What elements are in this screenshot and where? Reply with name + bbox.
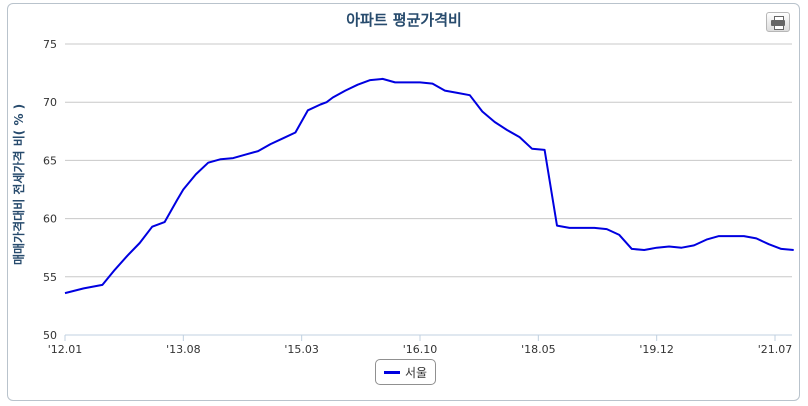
grid-lines <box>65 43 792 336</box>
legend[interactable]: 서울 <box>375 359 436 385</box>
chart-title: 아파트 평균가격비 <box>346 11 462 29</box>
printer-icon[interactable] <box>766 12 790 32</box>
series-layer <box>64 77 794 295</box>
x-tick-label: '16.10 <box>403 343 438 356</box>
series-line-seoul[interactable] <box>64 77 794 295</box>
x-tick-label: '13.08 <box>166 343 201 356</box>
x-tick-label: '21.07 <box>758 343 793 356</box>
x-tick-label: '18.05 <box>521 343 556 356</box>
y-tick-label: 70 <box>43 96 57 109</box>
y-tick-label: 50 <box>43 329 57 342</box>
y-tick-label: 65 <box>43 154 57 167</box>
printer-body-shape <box>771 20 785 26</box>
y-tick-labels: 50 55 60 65 70 75 <box>43 38 57 342</box>
legend-label-seoul: 서울 <box>405 366 428 380</box>
x-tick-label: '12.01 <box>48 343 83 356</box>
x-axis: '12.01 '13.08 '15.03 '16.10 '18.05 '19.12 '21.… <box>48 335 793 356</box>
legend-swatch-seoul <box>384 371 400 374</box>
x-tick-label: '15.03 <box>284 343 319 356</box>
printer-output-shape <box>774 25 784 30</box>
y-tick-label: 55 <box>43 271 57 284</box>
y-tick-label: 75 <box>43 38 57 51</box>
x-tick-label: '19.12 <box>639 343 674 356</box>
y-tick-label: 60 <box>43 213 57 226</box>
y-axis-label: 매매가격대비 전세가격 비( % ) <box>12 103 26 265</box>
